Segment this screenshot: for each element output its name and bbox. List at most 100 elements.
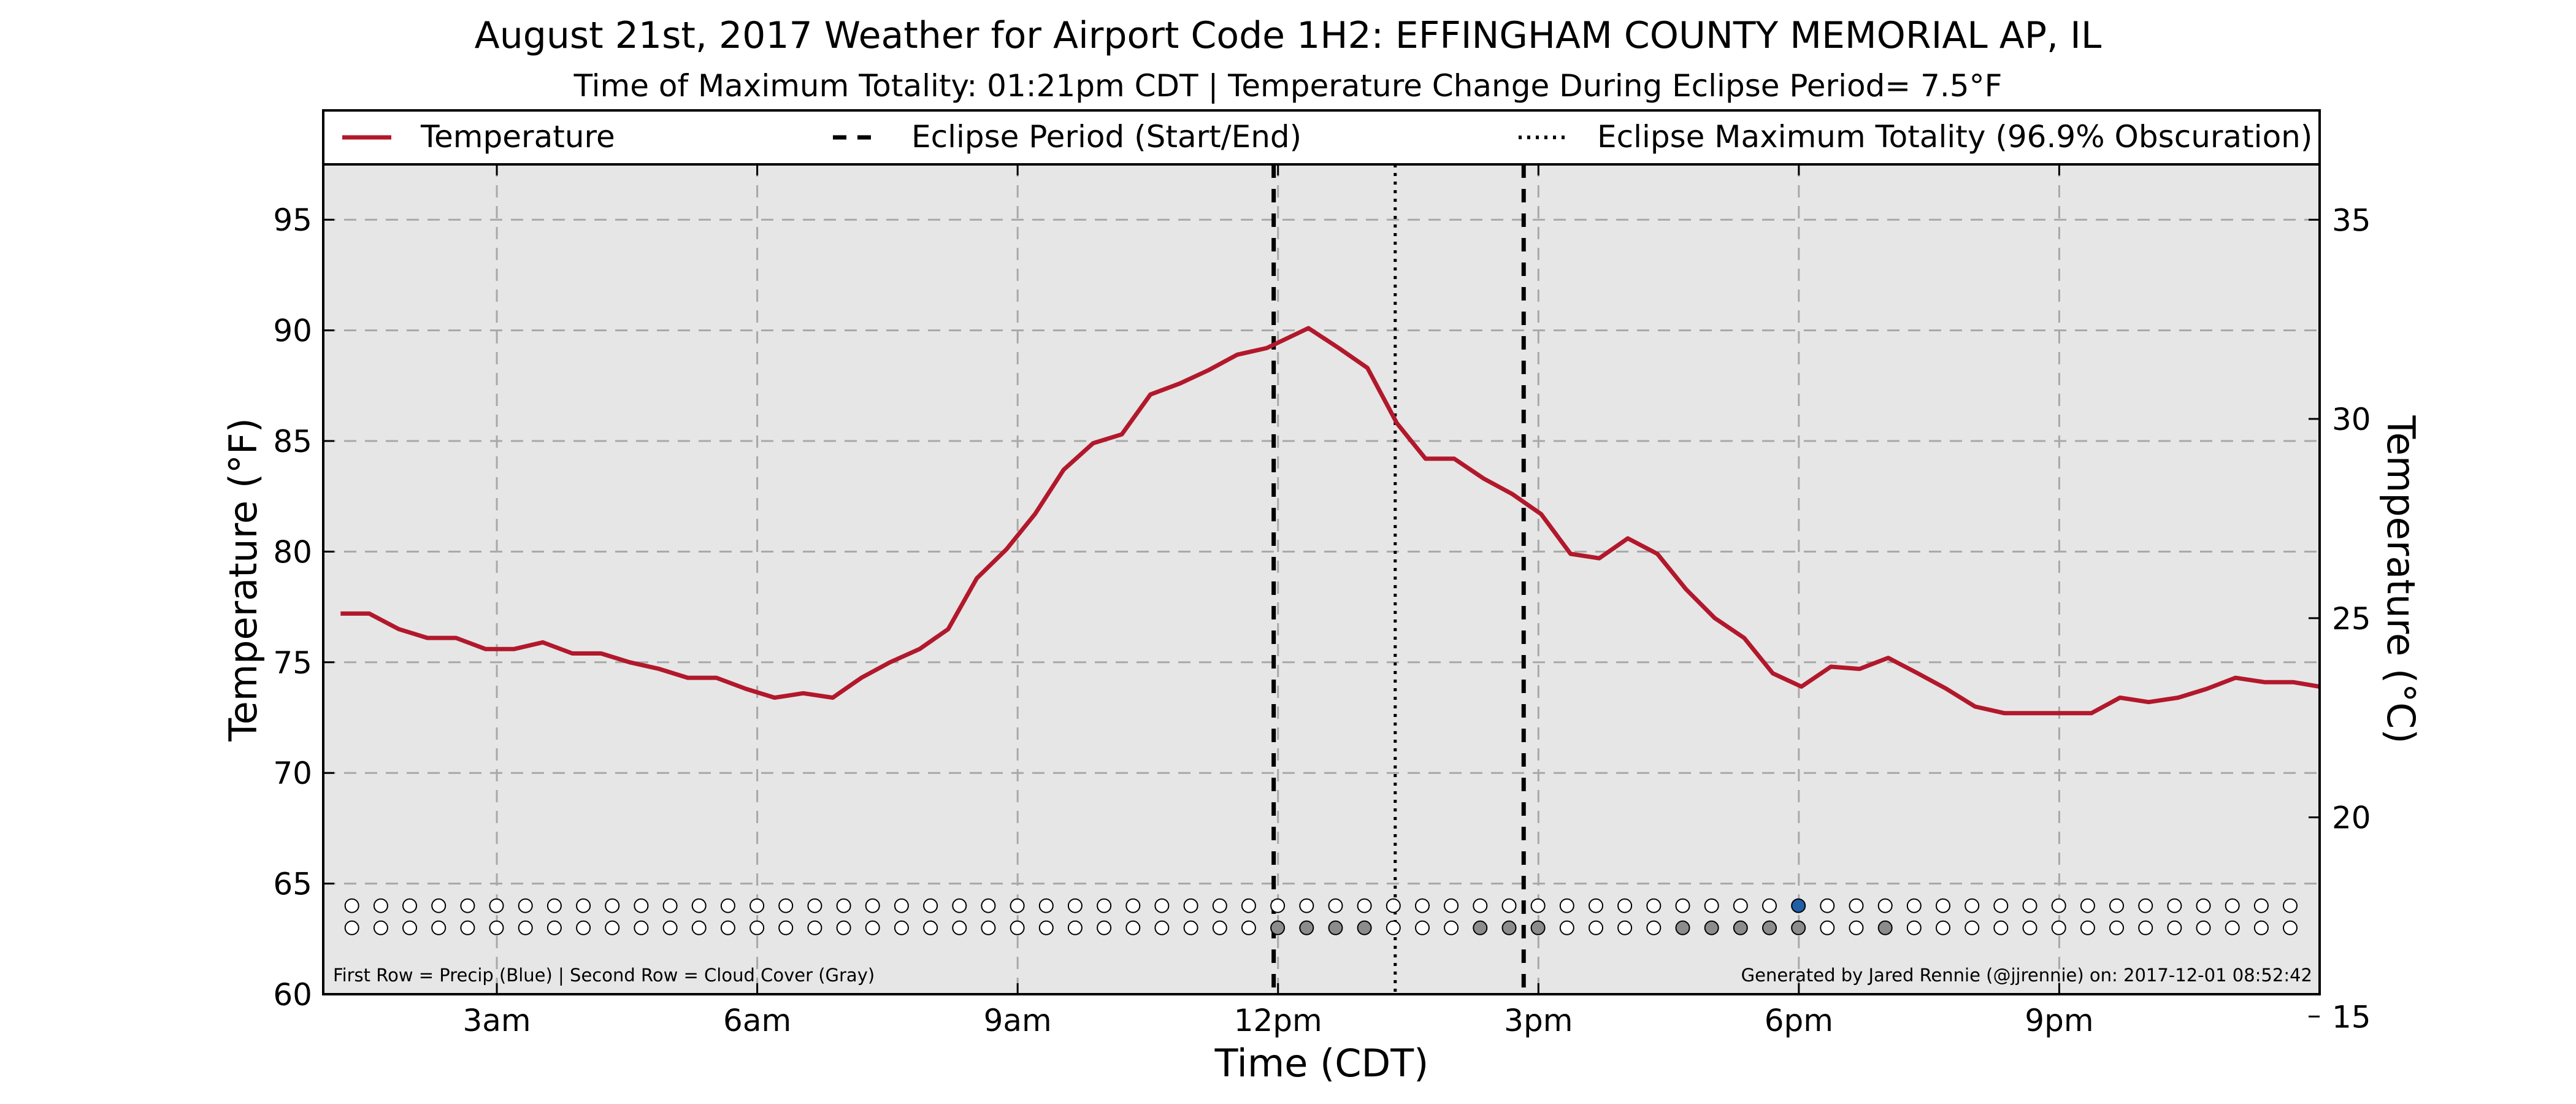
precip-marker bbox=[402, 898, 417, 913]
cloud-cover-marker bbox=[981, 920, 996, 935]
cloud-cover-marker bbox=[1704, 920, 1719, 935]
precip-marker bbox=[2080, 898, 2095, 913]
precip-marker bbox=[1241, 898, 1256, 913]
precip-marker bbox=[2253, 898, 2269, 913]
cloud-cover-marker bbox=[1357, 920, 1372, 935]
x-axis: 3am 6am 9am 12pm 3pm 6pm 9pm bbox=[462, 164, 2094, 1038]
cloud-cover-marker bbox=[807, 920, 822, 935]
cloud-cover-marker bbox=[373, 920, 388, 935]
cloud-cover-marker bbox=[605, 920, 620, 935]
precip-marker bbox=[1791, 898, 1806, 913]
cloud-cover-marker bbox=[1646, 920, 1662, 935]
precip-marker bbox=[1097, 898, 1112, 913]
precip-marker bbox=[1849, 898, 1864, 913]
cloud-cover-marker bbox=[836, 920, 851, 935]
legend-frame bbox=[322, 109, 2321, 166]
chart-subtitle: Time of Maximum Totality: 01:21pm CDT | … bbox=[573, 68, 2003, 104]
y-tick-label: 95 bbox=[273, 202, 312, 238]
generated-by-note: Generated by Jared Rennie (@jjrennie) on… bbox=[1741, 965, 2312, 986]
precip-marker bbox=[1733, 898, 1748, 913]
cloud-cover-marker bbox=[2196, 920, 2211, 935]
cloud-cover-marker bbox=[1386, 920, 1401, 935]
precip-marker bbox=[634, 898, 649, 913]
cloud-cover-marker bbox=[402, 920, 417, 935]
precip-marker bbox=[2167, 898, 2182, 913]
precip-marker bbox=[2225, 898, 2240, 913]
eclipse-lines bbox=[1271, 164, 1526, 994]
cloud-cover-marker bbox=[1589, 920, 1603, 935]
plot-frame bbox=[322, 163, 2321, 995]
precip-marker bbox=[1646, 898, 1662, 913]
cloud-cover-marker bbox=[2225, 920, 2240, 935]
cloud-cover-marker bbox=[344, 920, 359, 935]
precip-marker bbox=[1589, 898, 1603, 913]
cloud-cover-marker bbox=[894, 920, 909, 935]
precip-marker bbox=[1212, 898, 1227, 913]
cloud-cover-marker bbox=[2051, 920, 2066, 935]
precip-marker bbox=[489, 898, 504, 913]
precip-marker bbox=[1965, 898, 1980, 913]
precip-marker bbox=[2022, 898, 2037, 913]
cloud-cover-marker bbox=[2022, 920, 2037, 935]
cloud-cover-marker bbox=[1473, 920, 1488, 935]
cloud-cover-marker bbox=[1038, 920, 1054, 935]
cloud-cover-marker bbox=[1067, 920, 1083, 935]
precip-marker bbox=[691, 898, 707, 913]
precip-marker bbox=[1328, 898, 1343, 913]
precip-marker bbox=[1386, 898, 1401, 913]
legend-eclipse-max-label: Eclipse Maximum Totality (96.9% Obscurat… bbox=[1597, 119, 2312, 155]
cloud-cover-marker bbox=[1328, 920, 1343, 935]
precip-marker bbox=[778, 898, 794, 913]
cloud-cover-marker bbox=[2138, 920, 2153, 935]
cloud-cover-marker bbox=[1849, 920, 1864, 935]
cloud-cover-marker bbox=[1559, 920, 1574, 935]
y-tick-label: 80 bbox=[273, 534, 312, 570]
precip-marker bbox=[1299, 898, 1314, 913]
y-right-tick-label: 35 bbox=[2332, 202, 2371, 238]
precip-marker bbox=[1067, 898, 1083, 913]
precip-marker bbox=[1415, 898, 1430, 913]
cloud-cover-marker bbox=[1762, 920, 1777, 935]
precip-marker bbox=[373, 898, 388, 913]
precip-marker bbox=[2138, 898, 2153, 913]
chart-title: August 21st, 2017 Weather for Airport Co… bbox=[475, 14, 2102, 57]
y-axis-left: 60 65 70 75 80 85 90 95 bbox=[273, 202, 334, 1013]
cloud-cover-marker bbox=[1270, 920, 1286, 935]
precip-marker bbox=[1559, 898, 1574, 913]
cloud-cover-marker bbox=[2167, 920, 2182, 935]
precip-marker bbox=[460, 898, 475, 913]
cloud-cover-marker bbox=[2283, 920, 2298, 935]
precip-marker bbox=[1877, 898, 1893, 913]
precip-marker bbox=[1183, 898, 1198, 913]
precip-marker bbox=[1357, 898, 1372, 913]
precip-marker bbox=[518, 898, 533, 913]
cloud-cover-marker bbox=[1299, 920, 1314, 935]
cloud-cover-marker bbox=[1212, 920, 1227, 935]
plot-area bbox=[323, 164, 2320, 994]
y-tick-label: 60 bbox=[273, 977, 312, 1013]
y-tick-label: 75 bbox=[273, 645, 312, 681]
cloud-cover-marker bbox=[1993, 920, 2009, 935]
x-tick-label: 9pm bbox=[2025, 1003, 2093, 1038]
precip-cloud-markers bbox=[344, 898, 2298, 935]
precip-marker bbox=[431, 898, 447, 913]
precip-marker bbox=[1617, 898, 1633, 913]
cloud-cover-marker bbox=[460, 920, 475, 935]
x-tick-label: 6pm bbox=[1765, 1003, 1833, 1038]
precip-marker bbox=[1270, 898, 1286, 913]
precip-marker bbox=[546, 898, 562, 913]
cloud-cover-marker bbox=[662, 920, 678, 935]
precip-marker bbox=[1154, 898, 1170, 913]
cloud-cover-marker bbox=[778, 920, 794, 935]
cloud-cover-marker bbox=[1241, 920, 1256, 935]
x-tick-label: 3am bbox=[462, 1003, 531, 1038]
precip-marker bbox=[836, 898, 851, 913]
cloud-cover-marker bbox=[1183, 920, 1198, 935]
cloud-cover-marker bbox=[1791, 920, 1806, 935]
y-right-tick-label: 15 bbox=[2332, 999, 2371, 1035]
cloud-cover-marker bbox=[2109, 920, 2124, 935]
cloud-cover-marker bbox=[720, 920, 735, 935]
precip-marker bbox=[1010, 898, 1025, 913]
y-right-tick-label: 30 bbox=[2332, 402, 2371, 437]
